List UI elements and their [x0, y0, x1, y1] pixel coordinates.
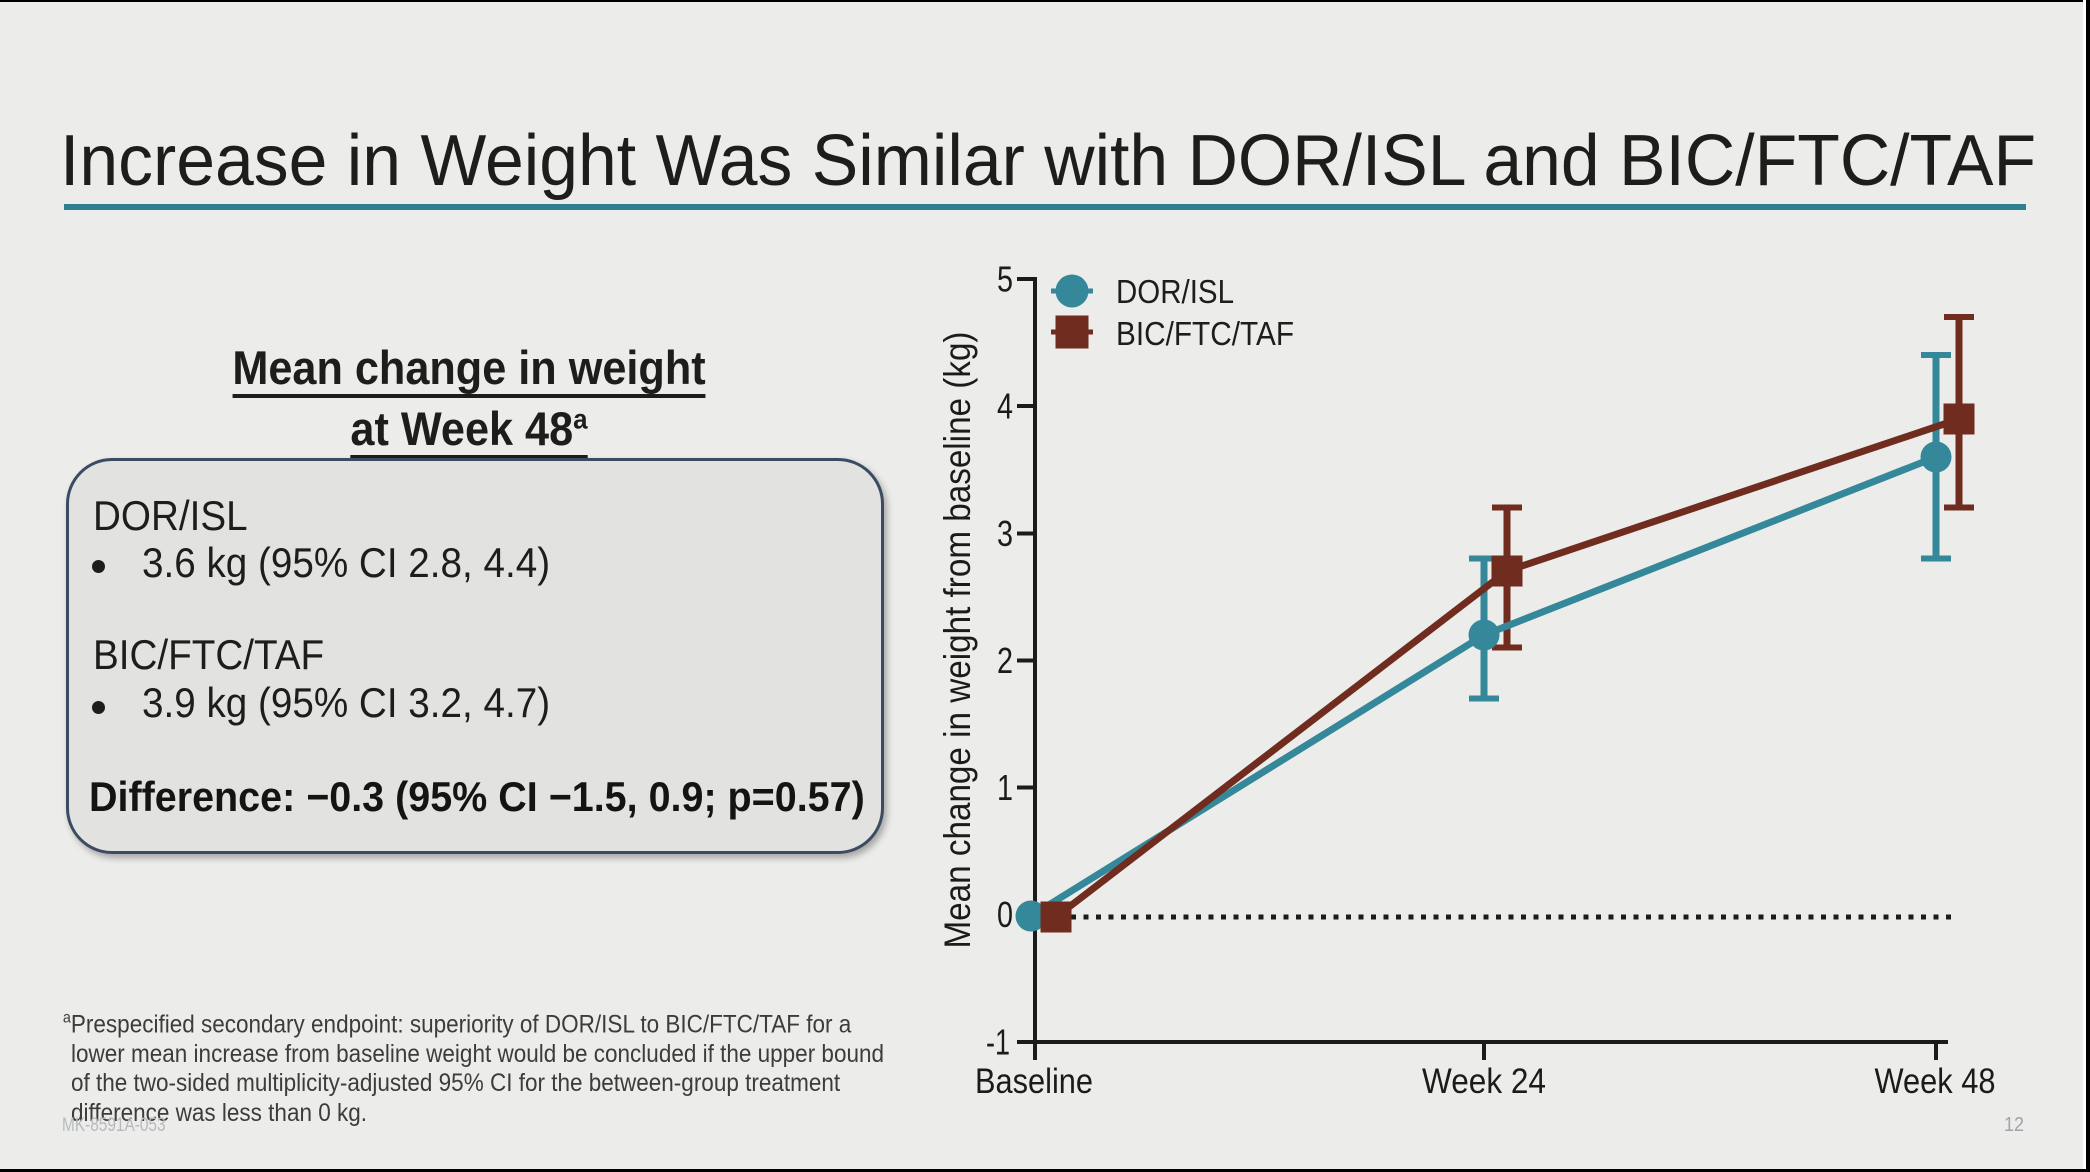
- svg-text:Week 48: Week 48: [1875, 1062, 1996, 1101]
- svg-text:Week 24: Week 24: [1422, 1062, 1546, 1101]
- svg-text:BIC/FTC/TAF: BIC/FTC/TAF: [1116, 315, 1294, 352]
- svg-text:-1: -1: [986, 1022, 1010, 1063]
- svg-text:DOR/ISL: DOR/ISL: [1116, 273, 1234, 310]
- svg-text:0: 0: [997, 894, 1013, 935]
- svg-text:3: 3: [997, 513, 1013, 554]
- svg-text:5: 5: [997, 259, 1013, 300]
- svg-text:Baseline: Baseline: [975, 1062, 1093, 1101]
- svg-text:Mean change in weight from bas: Mean change in weight from baseline (kg): [937, 332, 978, 949]
- svg-text:2: 2: [997, 640, 1013, 681]
- svg-text:4: 4: [997, 386, 1013, 427]
- svg-text:1: 1: [997, 767, 1013, 808]
